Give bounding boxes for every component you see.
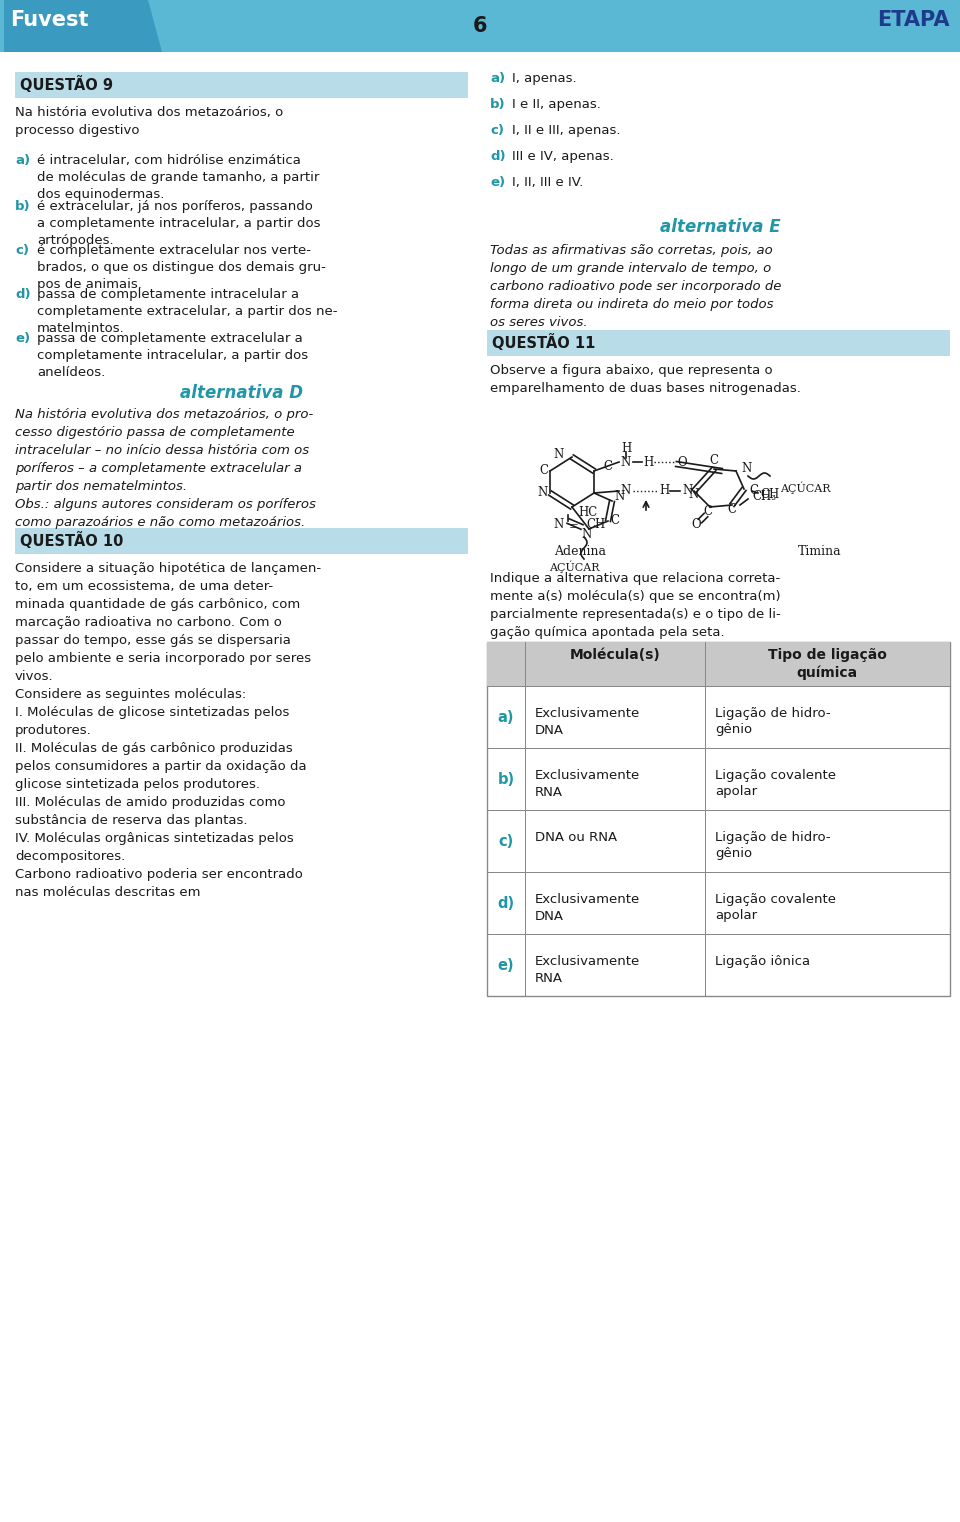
Text: Exclusivamente
DNA: Exclusivamente DNA (535, 708, 640, 737)
Text: Fuvest: Fuvest (10, 11, 88, 30)
Text: N: N (554, 519, 564, 531)
Text: passa de completamente intracelular a
completamente extracelular, a partir dos n: passa de completamente intracelular a co… (37, 288, 338, 335)
Text: H: H (621, 441, 631, 455)
Bar (15, 72, 468, 97)
Text: Ligação de hidro-
gênio: Ligação de hidro- gênio (715, 708, 830, 737)
Text: N: N (621, 455, 631, 469)
Text: c): c) (15, 244, 29, 257)
Text: N: N (554, 449, 564, 461)
Text: I, II e III, apenas.: I, II e III, apenas. (512, 123, 620, 137)
Text: ETAPA: ETAPA (877, 11, 950, 30)
Text: N: N (683, 484, 693, 498)
Text: d): d) (490, 151, 506, 163)
Bar (15, 528, 468, 554)
Text: alternativa E: alternativa E (660, 218, 780, 236)
Text: =: = (569, 521, 579, 534)
Text: III e IV, apenas.: III e IV, apenas. (512, 151, 613, 163)
Text: DNA ou RNA: DNA ou RNA (535, 831, 617, 845)
Bar (0, 0, 960, 52)
Bar (525, 642, 526, 995)
Text: 6: 6 (472, 17, 488, 37)
Text: e): e) (15, 332, 30, 345)
Text: b): b) (15, 199, 31, 213)
Text: C: C (709, 455, 718, 467)
Text: I e II, apenas.: I e II, apenas. (512, 97, 601, 111)
Text: C: C (610, 514, 619, 528)
Text: é extracelular, já nos poríferos, passando
a completamente intracelular, a parti: é extracelular, já nos poríferos, passan… (37, 199, 321, 247)
Text: é intracelular, com hidrólise enzimática
de moléculas de grande tamanho, a parti: é intracelular, com hidrólise enzimática… (37, 154, 320, 201)
Polygon shape (4, 0, 162, 52)
Bar (487, 330, 950, 356)
Text: Exclusivamente
DNA: Exclusivamente DNA (535, 893, 640, 922)
Text: c): c) (498, 834, 514, 849)
Text: QUESTÃO 10: QUESTÃO 10 (20, 533, 124, 549)
Text: Ligação covalente
apolar: Ligação covalente apolar (715, 769, 836, 799)
Text: Considere a situação hipotética de lançamen-
to, em um ecossistema, de uma deter: Considere a situação hipotética de lança… (15, 562, 322, 900)
Text: C: C (604, 461, 612, 473)
Text: b): b) (490, 97, 506, 111)
Text: e): e) (490, 177, 505, 189)
Text: a): a) (490, 72, 505, 85)
Text: passa de completamente extracelular a
completamente intracelular, a partir dos
a: passa de completamente extracelular a co… (37, 332, 308, 379)
Text: Tipo de ligação
química: Tipo de ligação química (768, 648, 886, 680)
Text: QUESTÃO 11: QUESTÃO 11 (492, 333, 595, 352)
Text: O: O (677, 455, 686, 469)
Bar (705, 642, 706, 995)
Text: Ligação de hidro-
gênio: Ligação de hidro- gênio (715, 831, 830, 860)
Text: N: N (621, 484, 631, 498)
Text: Exclusivamente
RNA: Exclusivamente RNA (535, 954, 640, 985)
Text: QUESTÃO 9: QUESTÃO 9 (20, 76, 113, 93)
Text: d): d) (15, 288, 31, 301)
Text: a): a) (497, 709, 515, 724)
Bar (487, 642, 950, 995)
Text: Na história evolutiva dos metazoários, o
processo digestivo: Na história evolutiva dos metazoários, o… (15, 107, 283, 137)
Text: AÇÚCAR: AÇÚCAR (549, 560, 599, 574)
Text: N: N (582, 528, 592, 542)
Text: H: H (659, 484, 669, 498)
Text: Indique a alternativa que relaciona correta-
mente a(s) molécula(s) que se encon: Indique a alternativa que relaciona corr… (490, 572, 780, 639)
Text: N: N (689, 487, 699, 501)
Text: C: C (539, 464, 548, 478)
Bar (487, 642, 950, 686)
Text: AÇÚCAR: AÇÚCAR (780, 482, 830, 495)
Text: C: C (704, 505, 712, 519)
Text: C: C (749, 484, 758, 498)
Text: Observe a figura abaixo, que representa o
emparelhamento de duas bases nitrogena: Observe a figura abaixo, que representa … (490, 364, 801, 396)
Text: Molécula(s): Molécula(s) (569, 648, 660, 662)
Text: Ligação iônica: Ligação iônica (715, 954, 810, 968)
Text: HC: HC (579, 507, 598, 519)
Text: c): c) (490, 123, 504, 137)
Text: CH: CH (586, 519, 605, 531)
Text: Na história evolutiva dos metazoários, o pro-
cesso digestório passa de completa: Na história evolutiva dos metazoários, o… (15, 408, 316, 530)
Text: a): a) (15, 154, 30, 167)
Text: é completamente extracelular nos verte-
brados, o que os distingue dos demais gr: é completamente extracelular nos verte- … (37, 244, 325, 291)
Text: Adenina: Adenina (554, 545, 606, 559)
Text: b): b) (497, 772, 515, 787)
Text: Ligação covalente
apolar: Ligação covalente apolar (715, 893, 836, 922)
Text: O: O (691, 519, 701, 531)
Text: alternativa D: alternativa D (180, 384, 302, 402)
Text: C: C (728, 504, 736, 516)
Text: N: N (741, 463, 752, 475)
Text: N: N (538, 487, 548, 499)
Text: H: H (643, 455, 653, 469)
Text: Todas as afirmativas são corretas, pois, ao
longo de um grande intervalo de temp: Todas as afirmativas são corretas, pois,… (490, 244, 781, 329)
Text: N: N (614, 490, 624, 504)
Text: CH₃: CH₃ (752, 490, 776, 504)
Text: Timina: Timina (798, 545, 842, 559)
Text: e): e) (497, 957, 515, 973)
Text: I, apenas.: I, apenas. (512, 72, 577, 85)
Text: CH: CH (760, 489, 780, 502)
Text: Exclusivamente
RNA: Exclusivamente RNA (535, 769, 640, 799)
Text: I, II, III e IV.: I, II, III e IV. (512, 177, 584, 189)
Text: d): d) (497, 896, 515, 912)
